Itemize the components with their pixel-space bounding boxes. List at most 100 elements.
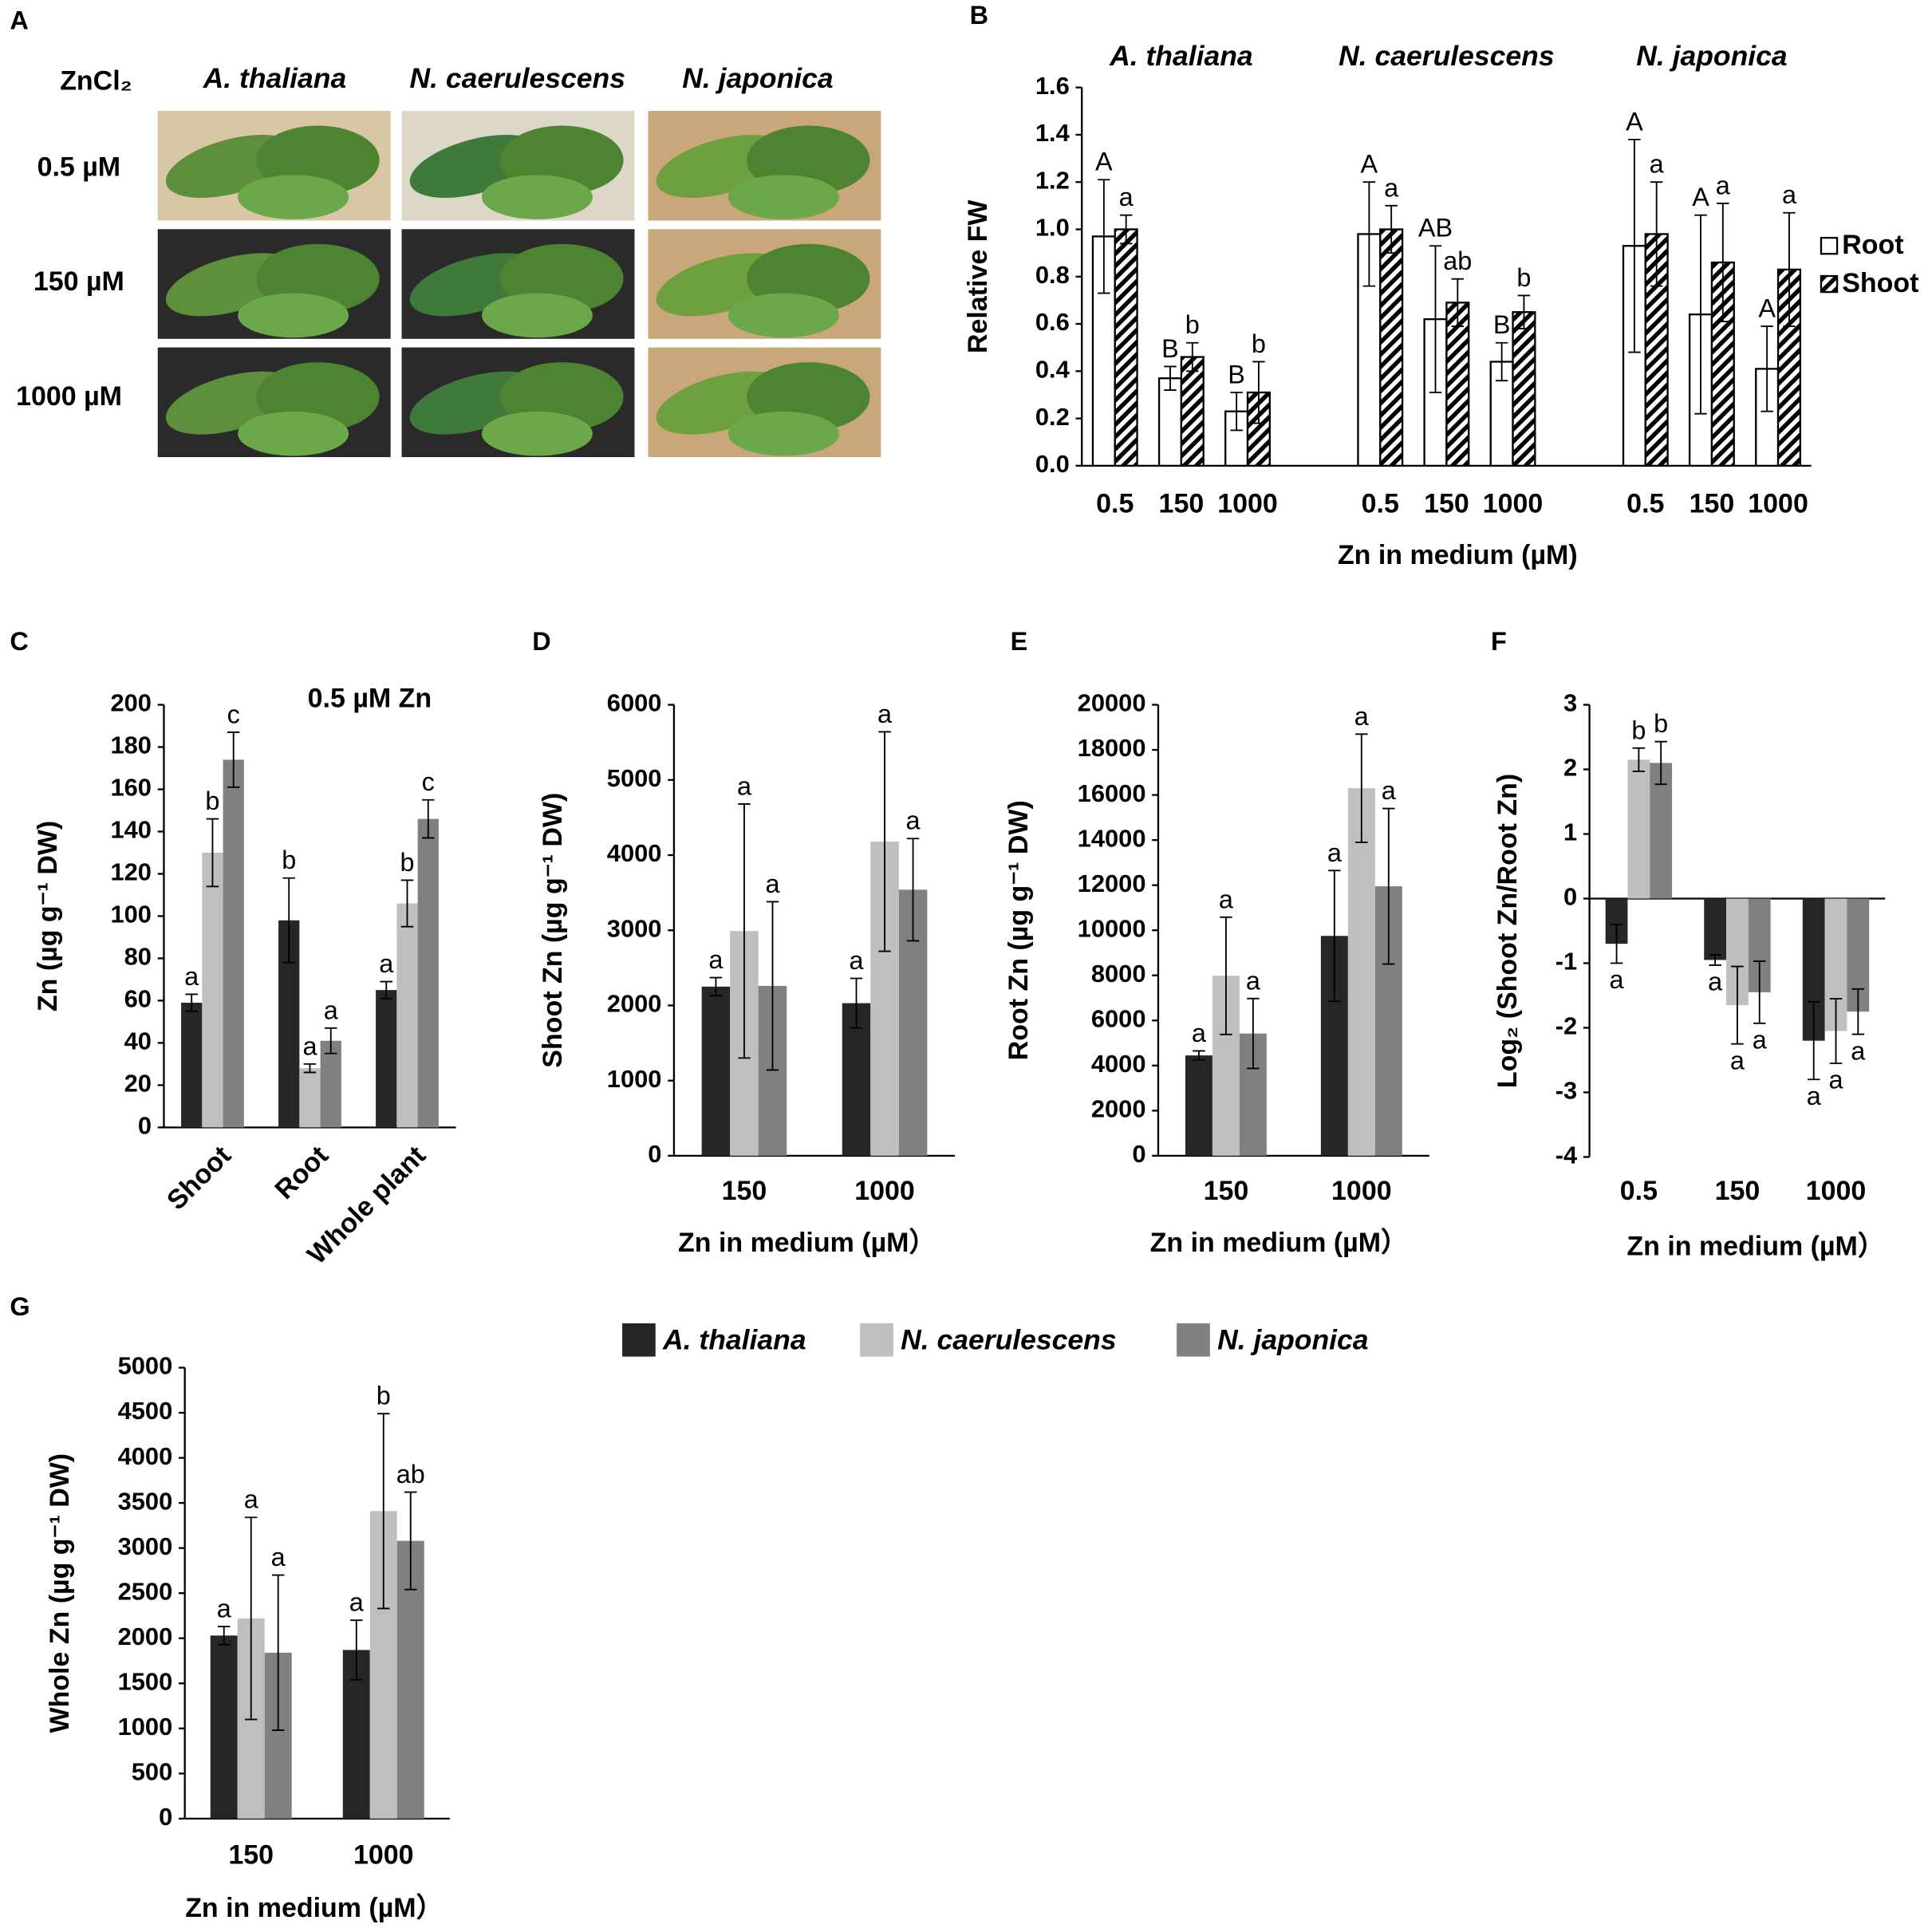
error-bar [1760, 325, 1773, 412]
y-tick-label: 5000 [118, 1352, 173, 1380]
bar [1157, 377, 1183, 467]
y-tick-label: 1000 [118, 1713, 173, 1741]
y-tick-label: 4000 [607, 839, 662, 867]
group-label: N. japonica [1636, 40, 1787, 72]
error-bar [1829, 998, 1843, 1064]
x-tick-label: 1000 [854, 1176, 915, 1206]
panel-label: B [970, 1, 988, 30]
error-bar [1355, 733, 1368, 843]
error-bar [1851, 988, 1865, 1035]
x-tick-label: 0.5 [1362, 488, 1399, 518]
bar [376, 990, 397, 1128]
photo [401, 347, 635, 458]
significance-letter: a [324, 996, 339, 1024]
y-tick-label: 1.4 [1035, 119, 1070, 147]
bar [1445, 302, 1470, 467]
significance-letter: a [1119, 183, 1134, 211]
error-bar [185, 993, 198, 1012]
photo [401, 111, 635, 221]
legend-swatch [1820, 274, 1839, 294]
annotation: 0.5 µM Zn [308, 683, 432, 713]
legend-label: A. thaliana [662, 1324, 806, 1356]
bar [223, 759, 244, 1128]
significance-letter: b [400, 848, 414, 877]
y-tick-label: 120 [110, 858, 152, 886]
y-axis-title: Log₂ (Shoot Zn/Root Zn) [1492, 774, 1523, 1088]
y-tick-label: 0 [159, 1803, 172, 1831]
y-tick-label: -4 [1555, 1141, 1577, 1169]
bar [1114, 228, 1138, 467]
species-label: N. caerulescens [410, 62, 625, 94]
y-tick-label: 10000 [1078, 914, 1146, 942]
y-tick-label: 2500 [118, 1577, 173, 1605]
error-bar [1654, 740, 1667, 786]
y-tick-label: 2000 [1091, 1094, 1146, 1122]
y-tick-label: 0.2 [1035, 403, 1070, 431]
panel-label: D [532, 627, 550, 656]
y-tick-label: 20000 [1078, 689, 1146, 717]
y-tick-label: -3 [1555, 1077, 1577, 1105]
leaf [238, 411, 349, 456]
error-bar [350, 1619, 363, 1681]
bar [1512, 311, 1536, 467]
significance-letter: ab [1443, 246, 1472, 275]
legend-label: N. japonica [1217, 1324, 1368, 1356]
significance-letter: b [1516, 263, 1531, 292]
y-axis-title: Shoot Zn (µg g⁻¹ DW) [538, 793, 568, 1068]
bar [1185, 1055, 1212, 1156]
x-tick-label: 150 [1715, 1176, 1760, 1206]
y-tick-label: 18000 [1078, 734, 1146, 762]
error-bar [1495, 341, 1508, 382]
x-tick-label: 150 [1424, 488, 1469, 518]
error-bar [303, 1063, 317, 1074]
photo [648, 347, 881, 458]
y-tick-label: 1 [1563, 818, 1577, 846]
y-tick-label: 1000 [607, 1065, 662, 1093]
y-tick-label: 3000 [607, 914, 662, 942]
y-tick-label: 1500 [118, 1667, 173, 1695]
y-tick-label: 160 [110, 774, 152, 802]
y-tick-label: -2 [1555, 1012, 1577, 1040]
significance-letter: a [302, 1031, 317, 1060]
significance-letter: a [1610, 965, 1625, 994]
significance-letter: ab [396, 1460, 425, 1488]
leaf [727, 411, 839, 456]
y-axis-title: Root Zn (µg g⁻¹ DW) [1003, 800, 1034, 1060]
leaf [481, 293, 593, 338]
significance-letter: a [1730, 1046, 1745, 1074]
error-bar [1252, 361, 1265, 424]
bar [1650, 763, 1673, 899]
error-bar [1650, 181, 1663, 287]
significance-letter: b [1185, 310, 1200, 339]
error-bar [1230, 392, 1243, 432]
x-tick-label: 150 [1690, 488, 1735, 518]
bar [320, 1040, 341, 1128]
x-tick-label: 0.5 [1626, 488, 1664, 518]
group-label: A. thaliana [1109, 40, 1253, 72]
significance-letter: b [282, 846, 296, 874]
significance-letter: b [1631, 716, 1646, 744]
x-axis-title: Zn in medium (µM） [1626, 1232, 1884, 1262]
error-bar [1164, 365, 1177, 391]
significance-letter: A [1758, 294, 1776, 322]
error-bar [1328, 869, 1341, 1003]
significance-letter: c [227, 700, 240, 728]
significance-letter: a [1246, 966, 1261, 995]
error-bar [271, 1574, 285, 1732]
significance-letter: A [1626, 107, 1643, 136]
significance-letter: a [217, 1595, 232, 1623]
y-tick-label: 3000 [118, 1532, 173, 1560]
y-tick-label: 2000 [607, 990, 662, 1018]
significance-letter: A [1095, 148, 1113, 176]
error-bar [1731, 965, 1744, 1045]
y-tick-label: 4000 [1091, 1050, 1146, 1078]
error-bar [738, 802, 751, 1059]
photo [157, 111, 391, 221]
y-tick-label: 2000 [118, 1622, 173, 1650]
x-axis-title: Zn in medium (µM） [1150, 1228, 1408, 1258]
panel-label: F [1491, 627, 1507, 656]
error-bar [709, 976, 723, 997]
significance-letter: a [1382, 776, 1397, 805]
y-tick-label: 16000 [1078, 779, 1146, 807]
bar [1704, 898, 1727, 960]
